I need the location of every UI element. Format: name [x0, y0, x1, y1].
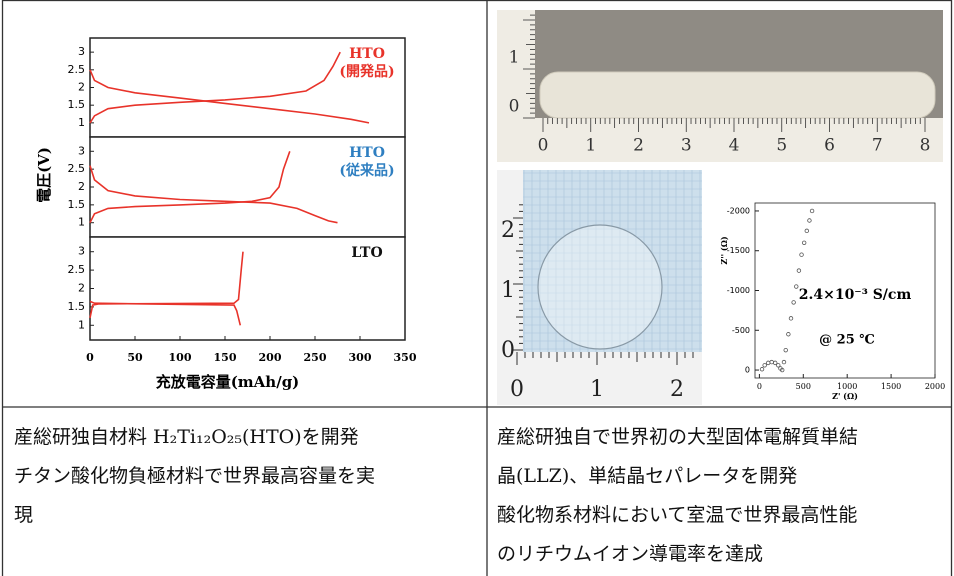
panel-label: HTO — [349, 46, 385, 62]
y-tick-label: 0 — [745, 366, 750, 375]
y-tick-label: 2 — [78, 282, 85, 295]
y-tick-label: 1 — [78, 216, 85, 229]
y-tick-label: 2.5 — [68, 263, 86, 276]
page: 01234567810 012210 11.522.53HTO(開発品)11.5… — [0, 0, 954, 576]
x-tick-label: 250 — [304, 351, 327, 364]
chart: 1 1.5 2 2.5 3 HTO(開発品) — [68, 38, 406, 137]
y-tick-label: 2.5 — [68, 63, 86, 76]
ruler-label: 8 — [920, 136, 931, 156]
y-axis-label: 電圧(V) — [35, 147, 53, 203]
ruler-label: 2 — [633, 136, 644, 156]
caption-line: のリチウムイオン導電率を達成 — [497, 543, 763, 565]
y-tick-label: -2000 — [727, 206, 750, 215]
x-tick-label: 1000 — [837, 382, 857, 391]
y-tick-label: -1000 — [727, 286, 750, 295]
ruler-label: 1 — [501, 278, 515, 303]
x-axis-label: Z' (Ω) — [832, 391, 858, 401]
y-tick-label: 3 — [78, 144, 85, 157]
y-tick-label: -500 — [732, 326, 750, 335]
panel-label: LTO — [351, 245, 382, 261]
caption-line: チタン酸化物負極材料で世界最高容量を実 — [14, 465, 375, 487]
y-tick-label: 1.5 — [68, 98, 86, 111]
panel-label: (開発品) — [339, 63, 394, 80]
x-tick-label: 2000 — [925, 382, 945, 391]
x-tick-label: 0 — [86, 351, 94, 364]
x-tick-label: 200 — [259, 351, 282, 364]
x-tick-label: 350 — [394, 351, 417, 364]
ruler-label: 1 — [509, 48, 520, 68]
ruler-label: 1 — [590, 377, 604, 402]
ruler-label: 5 — [776, 136, 787, 156]
ruler-label: 0 — [510, 377, 524, 402]
y-tick-label: 1 — [78, 318, 85, 331]
ruler-label: 3 — [681, 136, 692, 156]
caption-line: 産総研独自で世界初の大型固体電解質単結 — [497, 426, 858, 448]
y-tick-label: 2 — [78, 81, 85, 94]
annotation: 2.4×10⁻³ S/cm — [799, 287, 912, 303]
caption-line: 酸化物系材料において室温で世界最高性能 — [497, 504, 857, 526]
y-axis-label: Z'' (Ω) — [719, 236, 729, 264]
ruler-label: 2 — [501, 218, 515, 243]
x-tick-label: 1500 — [881, 382, 901, 391]
disc-photo: 0 1 2 2 1 0 — [497, 170, 702, 405]
y-tick-label: 1 — [78, 116, 85, 129]
ruler-label: 0 — [509, 97, 520, 117]
ruler-label: 4 — [729, 136, 740, 156]
ruler-label: 6 — [824, 136, 835, 156]
caption-line: 晶(LLZ)、単結晶セパレータを開発 — [497, 465, 797, 487]
y-tick-label: 2 — [78, 180, 85, 193]
annotation: @ 25 ℃ — [819, 333, 875, 348]
x-axis-label: 充放電容量(mAh/g) — [156, 373, 300, 391]
x-tick-label: 300 — [349, 351, 372, 364]
panel-label: HTO — [349, 145, 385, 161]
ruler-label: 0 — [538, 136, 549, 156]
y-tick-label: 1.5 — [68, 198, 86, 211]
y-tick-label: 3 — [78, 245, 85, 258]
caption-line: 産総研独自材料 H₂Ti₁₂O₂₅(HTO)を開発 — [14, 426, 359, 448]
caption-line: 現 — [14, 504, 33, 526]
ruler-label: 0 — [501, 338, 515, 363]
y-tick-label: 3 — [78, 45, 85, 58]
panel-label: (従来品) — [339, 162, 394, 179]
y-tick-label: 1.5 — [68, 300, 86, 313]
y-tick-label: 2.5 — [68, 162, 86, 175]
ruler-label: 7 — [872, 136, 883, 156]
chart: 1 1.5 2 2.5 3 電圧(V) HTO(従来品) — [35, 137, 405, 237]
y-tick-label: -1500 — [727, 246, 750, 255]
x-tick-label: 0 — [757, 382, 762, 391]
x-tick-label: 500 — [796, 382, 811, 391]
cylinder-photo: 0 1 2 3 4 5 6 7 8 1 0 — [497, 10, 943, 162]
x-tick-label: 100 — [169, 351, 192, 364]
ruler-label: 2 — [670, 377, 684, 402]
x-tick-label: 50 — [127, 351, 143, 364]
x-tick-label: 150 — [214, 351, 237, 364]
ruler-label: 1 — [585, 136, 596, 156]
